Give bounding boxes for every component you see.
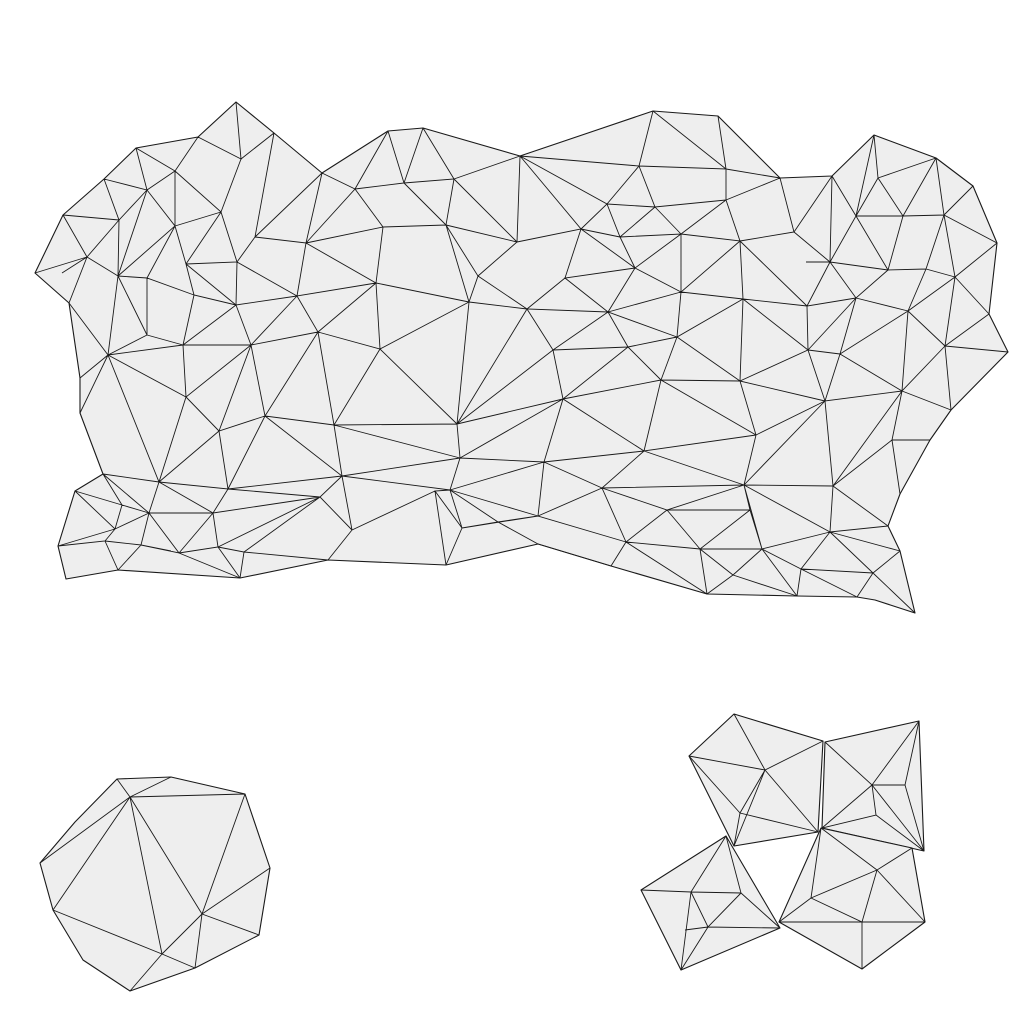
quad-cluster-top-right xyxy=(821,720,925,852)
octagon-triangulated-patch xyxy=(39,776,271,992)
large-triangulated-patch xyxy=(34,101,1009,614)
octagon-outline xyxy=(39,776,271,992)
quad-cluster-bottom-left xyxy=(640,835,781,971)
quad-cluster-bottom-right xyxy=(778,827,926,970)
octagon-edges xyxy=(39,776,271,992)
large-patch-edges xyxy=(34,101,1009,614)
large-patch-outline xyxy=(34,101,1009,614)
quad-cluster-top-left xyxy=(688,713,824,847)
